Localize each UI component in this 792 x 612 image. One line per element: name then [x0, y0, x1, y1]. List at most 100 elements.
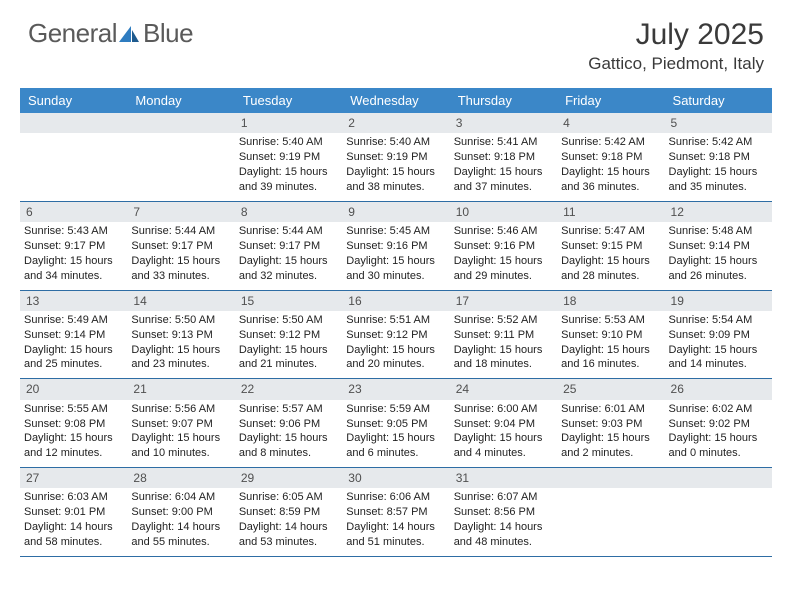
sunset-text: Sunset: 9:06 PM [239, 417, 338, 432]
daylight-text: Daylight: 15 hours and 29 minutes. [454, 254, 553, 284]
day-number: 19 [665, 291, 772, 311]
sunset-text: Sunset: 9:11 PM [454, 328, 553, 343]
day-body: Sunrise: 5:47 AMSunset: 9:15 PMDaylight:… [557, 222, 664, 289]
day-body: Sunrise: 5:46 AMSunset: 9:16 PMDaylight:… [450, 222, 557, 289]
daylight-text: Daylight: 15 hours and 4 minutes. [454, 431, 553, 461]
day-number: 3 [450, 113, 557, 133]
day-cell: 23Sunrise: 5:59 AMSunset: 9:05 PMDayligh… [342, 379, 449, 467]
sunset-text: Sunset: 9:18 PM [561, 150, 660, 165]
sunset-text: Sunset: 9:17 PM [239, 239, 338, 254]
sunset-text: Sunset: 8:59 PM [239, 505, 338, 520]
day-cell: 11Sunrise: 5:47 AMSunset: 9:15 PMDayligh… [557, 202, 664, 290]
day-cell: 7Sunrise: 5:44 AMSunset: 9:17 PMDaylight… [127, 202, 234, 290]
day-body: Sunrise: 5:52 AMSunset: 9:11 PMDaylight:… [450, 311, 557, 378]
day-body: Sunrise: 6:01 AMSunset: 9:03 PMDaylight:… [557, 400, 664, 467]
sail-icon [117, 24, 141, 44]
calendar: Sunday Monday Tuesday Wednesday Thursday… [20, 88, 772, 557]
day-number: 1 [235, 113, 342, 133]
weekday-header: Wednesday [342, 88, 449, 113]
day-cell: 4Sunrise: 5:42 AMSunset: 9:18 PMDaylight… [557, 113, 664, 201]
daylight-text: Daylight: 15 hours and 36 minutes. [561, 165, 660, 195]
day-cell: 3 Sunrise: 5:41 AMSunset: 9:18 PMDaylight… [450, 113, 557, 201]
day-body: Sunrise: 5:42 AMSunset: 9:18 PMDaylight:… [665, 133, 772, 200]
sunrise-text: Sunrise: 5:53 AM [561, 313, 660, 328]
day-body: Sunrise: 5:54 AMSunset: 9:09 PMDaylight:… [665, 311, 772, 378]
day-cell: 16Sunrise: 5:51 AMSunset: 9:12 PMDayligh… [342, 291, 449, 379]
day-body: Sunrise: 5:55 AMSunset: 9:08 PMDaylight:… [20, 400, 127, 467]
sunset-text: Sunset: 9:19 PM [239, 150, 338, 165]
daylight-text: Daylight: 15 hours and 37 minutes. [454, 165, 553, 195]
sunset-text: Sunset: 9:03 PM [561, 417, 660, 432]
location-label: Gattico, Piedmont, Italy [588, 54, 764, 74]
daylight-text: Daylight: 15 hours and 6 minutes. [346, 431, 445, 461]
sunset-text: Sunset: 9:17 PM [131, 239, 230, 254]
day-cell: 1Sunrise: 5:40 AMSunset: 9:19 PMDaylight… [235, 113, 342, 201]
day-cell: 12Sunrise: 5:48 AMSunset: 9:14 PMDayligh… [665, 202, 772, 290]
daylight-text: Daylight: 15 hours and 21 minutes. [239, 343, 338, 373]
day-cell: 9Sunrise: 5:45 AMSunset: 9:16 PMDaylight… [342, 202, 449, 290]
day-cell: 15 Sunrise: 5:50 AMSunset: 9:12 PMDayligh… [235, 291, 342, 379]
sunset-text: Sunset: 9:16 PM [454, 239, 553, 254]
day-number: 5 [665, 113, 772, 133]
weeks-container: 1Sunrise: 5:40 AMSunset: 9:19 PMDaylight… [20, 113, 772, 557]
sunrise-text: Sunrise: 5:47 AM [561, 224, 660, 239]
sunrise-text: Sunrise: 5:55 AM [24, 402, 123, 417]
daylight-text: Daylight: 15 hours and 25 minutes. [24, 343, 123, 373]
daylight-text: Daylight: 15 hours and 20 minutes. [346, 343, 445, 373]
day-cell: 21Sunrise: 5:56 AMSunset: 9:07 PMDayligh… [127, 379, 234, 467]
day-body: Sunrise: 5:44 AMSunset: 9:17 PMDaylight:… [127, 222, 234, 289]
sunset-text: Sunset: 9:12 PM [239, 328, 338, 343]
sunrise-text: Sunrise: 6:04 AM [131, 490, 230, 505]
sunset-text: Sunset: 9:09 PM [669, 328, 768, 343]
sunrise-text: Sunrise: 5:48 AM [669, 224, 768, 239]
day-body: Sunrise: 5:53 AMSunset: 9:10 PMDaylight:… [557, 311, 664, 378]
sunrise-text: Sunrise: 6:06 AM [346, 490, 445, 505]
daylight-text: Daylight: 15 hours and 14 minutes. [669, 343, 768, 373]
day-number: 29 [235, 468, 342, 488]
day-number: 4 [557, 113, 664, 133]
sunrise-text: Sunrise: 5:43 AM [24, 224, 123, 239]
daylight-text: Daylight: 15 hours and 32 minutes. [239, 254, 338, 284]
day-body: Sunrise: 6:02 AMSunset: 9:02 PMDaylight:… [665, 400, 772, 467]
sunrise-text: Sunrise: 5:51 AM [346, 313, 445, 328]
day-number: 18 [557, 291, 664, 311]
day-cell [557, 468, 664, 556]
daylight-text: Daylight: 14 hours and 51 minutes. [346, 520, 445, 550]
week-row: 1Sunrise: 5:40 AMSunset: 9:19 PMDaylight… [20, 113, 772, 202]
day-cell: 24Sunrise: 6:00 AMSunset: 9:04 PMDayligh… [450, 379, 557, 467]
logo-text-blue: Blue [143, 18, 193, 49]
sunrise-text: Sunrise: 5:46 AM [454, 224, 553, 239]
sunset-text: Sunset: 9:12 PM [346, 328, 445, 343]
day-cell: 29Sunrise: 6:05 AMSunset: 8:59 PMDayligh… [235, 468, 342, 556]
day-body: Sunrise: 5:45 AMSunset: 9:16 PMDaylight:… [342, 222, 449, 289]
week-row: 27Sunrise: 6:03 AMSunset: 9:01 PMDayligh… [20, 468, 772, 557]
header: General Blue July 2025 Gattico, Piedmont… [0, 0, 792, 82]
sunset-text: Sunset: 9:08 PM [24, 417, 123, 432]
day-number [20, 113, 127, 133]
daylight-text: Daylight: 15 hours and 34 minutes. [24, 254, 123, 284]
day-body: Sunrise: 5:40 AMSunset: 9:19 PMDaylight:… [235, 133, 342, 200]
day-number: 12 [665, 202, 772, 222]
day-number: 23 [342, 379, 449, 399]
day-body: Sunrise: 6:03 AMSunset: 9:01 PMDaylight:… [20, 488, 127, 555]
weekday-header: Sunday [20, 88, 127, 113]
day-cell: 31Sunrise: 6:07 AMSunset: 8:56 PMDayligh… [450, 468, 557, 556]
sunrise-text: Sunrise: 6:00 AM [454, 402, 553, 417]
day-number: 2 [342, 113, 449, 133]
sunrise-text: Sunrise: 5:57 AM [239, 402, 338, 417]
sunset-text: Sunset: 9:18 PM [454, 150, 553, 165]
sunset-text: Sunset: 9:10 PM [561, 328, 660, 343]
sunrise-text: Sunrise: 6:02 AM [669, 402, 768, 417]
day-cell [20, 113, 127, 201]
day-body: Sunrise: 6:00 AMSunset: 9:04 PMDaylight:… [450, 400, 557, 467]
day-number: 20 [20, 379, 127, 399]
sunrise-text: Sunrise: 5:44 AM [239, 224, 338, 239]
day-number: 15 [235, 291, 342, 311]
day-body: Sunrise: 5:40 AMSunset: 9:19 PMDaylight:… [342, 133, 449, 200]
sunrise-text: Sunrise: 5:41 AM [454, 135, 553, 150]
daylight-text: Daylight: 15 hours and 0 minutes. [669, 431, 768, 461]
day-body [557, 488, 664, 542]
title-block: July 2025 Gattico, Piedmont, Italy [588, 18, 764, 74]
week-row: 6Sunrise: 5:43 AMSunset: 9:17 PMDaylight… [20, 202, 772, 291]
sunrise-text: Sunrise: 5:50 AM [239, 313, 338, 328]
